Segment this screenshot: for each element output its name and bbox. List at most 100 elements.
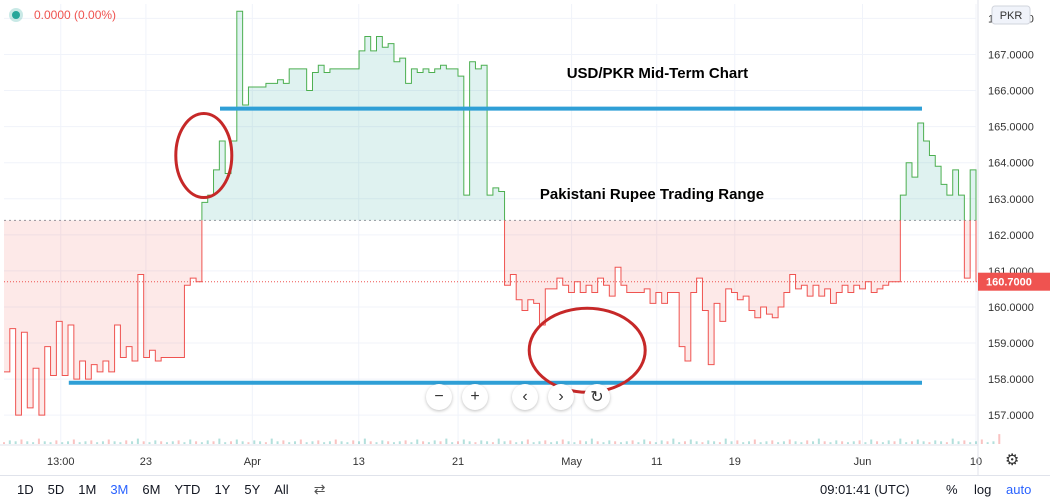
volume-bar xyxy=(515,442,518,444)
range-button-6m[interactable]: 6M xyxy=(142,482,161,497)
volume-bar xyxy=(666,441,669,444)
volume-bar xyxy=(317,440,320,444)
last-price-label: 160.7000 xyxy=(986,277,1032,289)
volume-bar xyxy=(777,442,780,444)
zoom-out-icon[interactable]: − xyxy=(426,384,452,410)
volume-bar xyxy=(526,439,529,444)
volume-bar xyxy=(503,441,506,444)
volume-bar xyxy=(212,441,215,444)
volume-bar xyxy=(200,442,203,444)
volume-bar xyxy=(800,442,803,444)
volume-bar xyxy=(846,442,849,444)
volume-bar xyxy=(311,441,314,444)
x-tick-label: 19 xyxy=(729,456,741,468)
volume-bar xyxy=(101,441,104,444)
x-tick-label: 23 xyxy=(140,456,152,468)
volume-bar xyxy=(753,439,756,444)
area-below-baseline xyxy=(4,220,976,416)
volume-bar xyxy=(631,440,634,444)
volume-bar xyxy=(235,439,238,444)
volume-bar xyxy=(934,440,937,444)
range-button-all[interactable]: All xyxy=(274,482,289,497)
volume-bar xyxy=(928,442,931,444)
volume-bar xyxy=(963,440,966,444)
clock: 09:01:41 (UTC) xyxy=(820,482,910,497)
auto-toggle[interactable]: auto xyxy=(1006,482,1032,497)
x-tick-label: Jun xyxy=(854,456,872,468)
x-tick-label: 10 xyxy=(970,456,982,468)
volume-bar xyxy=(346,442,349,444)
volume-bar xyxy=(294,441,297,444)
volume-bar xyxy=(649,441,652,444)
price-chart[interactable]: USD/PKR Mid-Term Chart Pakistani Rupee Tr… xyxy=(0,0,1050,475)
volume-bar xyxy=(84,441,87,444)
volume-bar xyxy=(43,441,46,444)
volume-bar xyxy=(538,441,541,444)
volume-bar xyxy=(26,441,29,444)
zoom-in-icon[interactable]: + xyxy=(462,384,488,410)
volume-bar xyxy=(334,439,337,444)
volume-bar xyxy=(975,441,977,444)
volume-bar xyxy=(259,441,262,444)
volume-bar xyxy=(602,442,605,444)
volume-bar xyxy=(573,442,576,444)
range-button-1m[interactable]: 1M xyxy=(78,482,97,497)
volume-bar xyxy=(887,440,890,444)
volume-bar xyxy=(817,438,820,444)
scroll-left-icon[interactable]: ‹ xyxy=(512,384,538,410)
volume-bar xyxy=(3,442,5,444)
volume-bar xyxy=(590,438,593,444)
volume-bar xyxy=(637,442,640,444)
volume-bar xyxy=(759,442,762,444)
volume-bar xyxy=(480,440,483,444)
volume-bar xyxy=(998,434,1001,444)
volume-bar xyxy=(439,441,442,444)
volume-bar xyxy=(282,440,285,444)
volume-bar xyxy=(957,441,960,444)
range-button-5y[interactable]: 5Y xyxy=(244,482,261,497)
scroll-right-icon[interactable]: › xyxy=(548,384,574,410)
volume-bar xyxy=(189,439,192,444)
volume-bar xyxy=(224,442,227,444)
x-tick-label: May xyxy=(561,456,582,468)
volume-bar xyxy=(323,442,326,444)
range-button-ytd[interactable]: YTD xyxy=(174,482,201,497)
volume-bar xyxy=(497,438,500,444)
reset-chart-icon[interactable]: ↻ xyxy=(584,384,610,410)
highlight-circle xyxy=(174,111,234,199)
volume-bar xyxy=(276,441,279,444)
volume-bar xyxy=(486,441,489,444)
settings-icon[interactable]: ⚙ xyxy=(1005,452,1020,469)
volume-bar xyxy=(340,441,343,444)
range-button-1y[interactable]: 1Y xyxy=(214,482,231,497)
y-tick-label: 160.0000 xyxy=(988,302,1034,314)
compare-date-range-icon[interactable]: ⇄ xyxy=(313,481,326,497)
volume-bar xyxy=(32,442,35,444)
range-button-5d[interactable]: 5D xyxy=(47,482,65,497)
volume-bar xyxy=(654,442,657,444)
volume-bar xyxy=(782,441,785,444)
volume-bar xyxy=(823,441,826,444)
range-button-3m[interactable]: 3M xyxy=(110,482,129,497)
volume-bar xyxy=(835,440,838,444)
volume-bar xyxy=(183,442,186,444)
volume-bar xyxy=(8,440,11,444)
volume-bar xyxy=(730,441,733,444)
volume-bar xyxy=(713,441,716,444)
volume-bar xyxy=(20,439,23,444)
volume-bar xyxy=(509,440,512,444)
y-tick-label: 164.0000 xyxy=(988,158,1034,170)
volume-bar xyxy=(363,438,366,444)
x-tick-label: 13:00 xyxy=(47,456,75,468)
volume-bar xyxy=(905,442,908,444)
log-toggle[interactable]: log xyxy=(974,482,992,497)
volume-bar xyxy=(387,441,390,444)
range-button-1d[interactable]: 1D xyxy=(17,482,34,497)
price-line-below xyxy=(4,220,977,416)
volume-bar xyxy=(49,442,52,444)
volume-bar xyxy=(195,441,198,444)
volume-bar xyxy=(136,438,139,444)
percent-toggle[interactable]: % xyxy=(946,482,958,497)
volume-bar xyxy=(870,439,873,444)
volume-bar xyxy=(78,442,81,444)
